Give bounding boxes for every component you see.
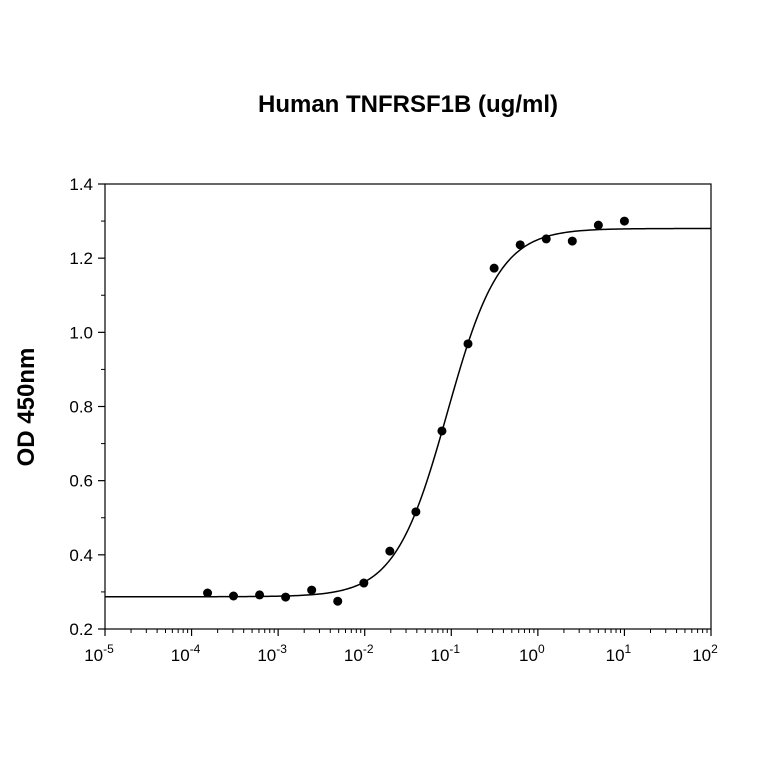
data-point bbox=[333, 596, 343, 606]
fit-curve-group bbox=[105, 227, 711, 598]
axes: 0.2 0.4 0.6 0.8 1.0 1.2 1.4 10-5 10-4 10-3 10-2 10-… bbox=[69, 175, 718, 665]
data-point bbox=[541, 234, 551, 244]
x-tick-label: 10-4 bbox=[171, 642, 201, 665]
x-tick-label: 101 bbox=[606, 642, 632, 665]
y-tick-label: 0.6 bbox=[69, 472, 93, 491]
data-point bbox=[307, 585, 317, 595]
data-point bbox=[255, 590, 265, 600]
y-tick-label: 0.8 bbox=[69, 398, 93, 417]
plot-frame bbox=[104, 183, 712, 630]
data-point bbox=[489, 263, 499, 273]
data-point bbox=[515, 240, 525, 250]
data-point bbox=[359, 578, 369, 588]
y-tick-label: 1.4 bbox=[69, 175, 93, 194]
x-tick-label: 10-3 bbox=[257, 642, 287, 665]
data-point bbox=[281, 592, 291, 602]
data-point bbox=[619, 216, 629, 226]
data-point bbox=[593, 220, 603, 230]
x-tick-label: 10-2 bbox=[344, 642, 374, 665]
fit-curve bbox=[105, 227, 711, 598]
y-tick-label: 1.0 bbox=[69, 323, 93, 342]
data-point bbox=[385, 546, 395, 556]
data-point bbox=[411, 507, 421, 517]
x-tick-label: 10-1 bbox=[430, 642, 460, 665]
y-tick-label: 0.2 bbox=[69, 620, 93, 639]
data-point bbox=[463, 339, 473, 349]
y-axis-label: OD 450nm bbox=[13, 348, 40, 467]
x-tick-label: 10-5 bbox=[84, 642, 114, 665]
data-points bbox=[203, 216, 629, 606]
chart-title: Human TNFRSF1B (ug/ml) bbox=[258, 91, 558, 118]
x-tick-label: 100 bbox=[519, 642, 545, 665]
data-point bbox=[437, 426, 447, 436]
data-point bbox=[567, 236, 577, 246]
x-tick-label: 102 bbox=[692, 642, 718, 665]
y-tick-label: 1.2 bbox=[69, 249, 93, 268]
y-tick-label: 0.4 bbox=[69, 546, 93, 565]
data-point bbox=[203, 588, 213, 598]
data-point bbox=[228, 591, 238, 601]
